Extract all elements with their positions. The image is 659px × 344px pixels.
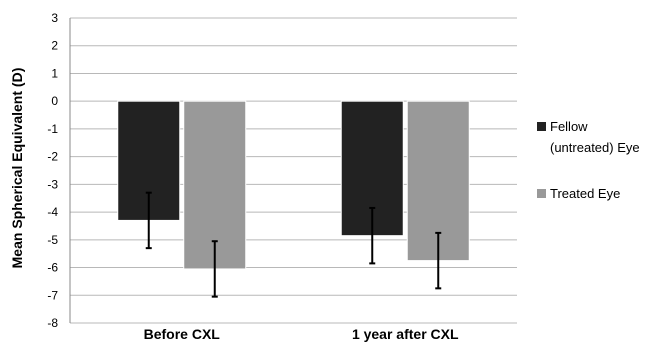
- legend-label: (untreated) Eye: [550, 140, 640, 155]
- error-bars: [145, 191, 442, 298]
- y-tick-label: -6: [47, 261, 58, 275]
- y-tick-label: -5: [47, 233, 58, 247]
- y-tick-label: 1: [51, 66, 58, 80]
- legend-swatch: [537, 189, 546, 198]
- y-tick-label: -4: [47, 205, 58, 219]
- y-tick-label: -3: [47, 177, 58, 191]
- y-axis-ticks: 3 2 1 0 -1 -2 -3 -4 -5 -6 -7 -8: [47, 11, 58, 330]
- y-tick-label: -1: [47, 122, 58, 136]
- y-tick-label: -8: [47, 316, 58, 330]
- y-tick-label: -7: [47, 288, 58, 302]
- legend-swatch: [537, 122, 546, 131]
- legend-label: Fellow: [550, 119, 588, 134]
- y-tick-label: 2: [51, 39, 58, 53]
- bars: [117, 100, 470, 270]
- x-axis-categories: Before CXL 1 year after CXL: [144, 326, 459, 342]
- legend-label: Treated Eye: [550, 186, 620, 201]
- legend: Fellow (untreated) Eye Treated Eye: [537, 119, 640, 201]
- y-axis-label: Mean Spherical Equivalent (D): [9, 68, 25, 269]
- y-tick-label: 3: [51, 11, 58, 25]
- y-tick-label: -2: [47, 150, 58, 164]
- x-category-label: Before CXL: [144, 326, 221, 342]
- y-tick-label: 0: [51, 94, 58, 108]
- x-category-label: 1 year after CXL: [352, 326, 459, 342]
